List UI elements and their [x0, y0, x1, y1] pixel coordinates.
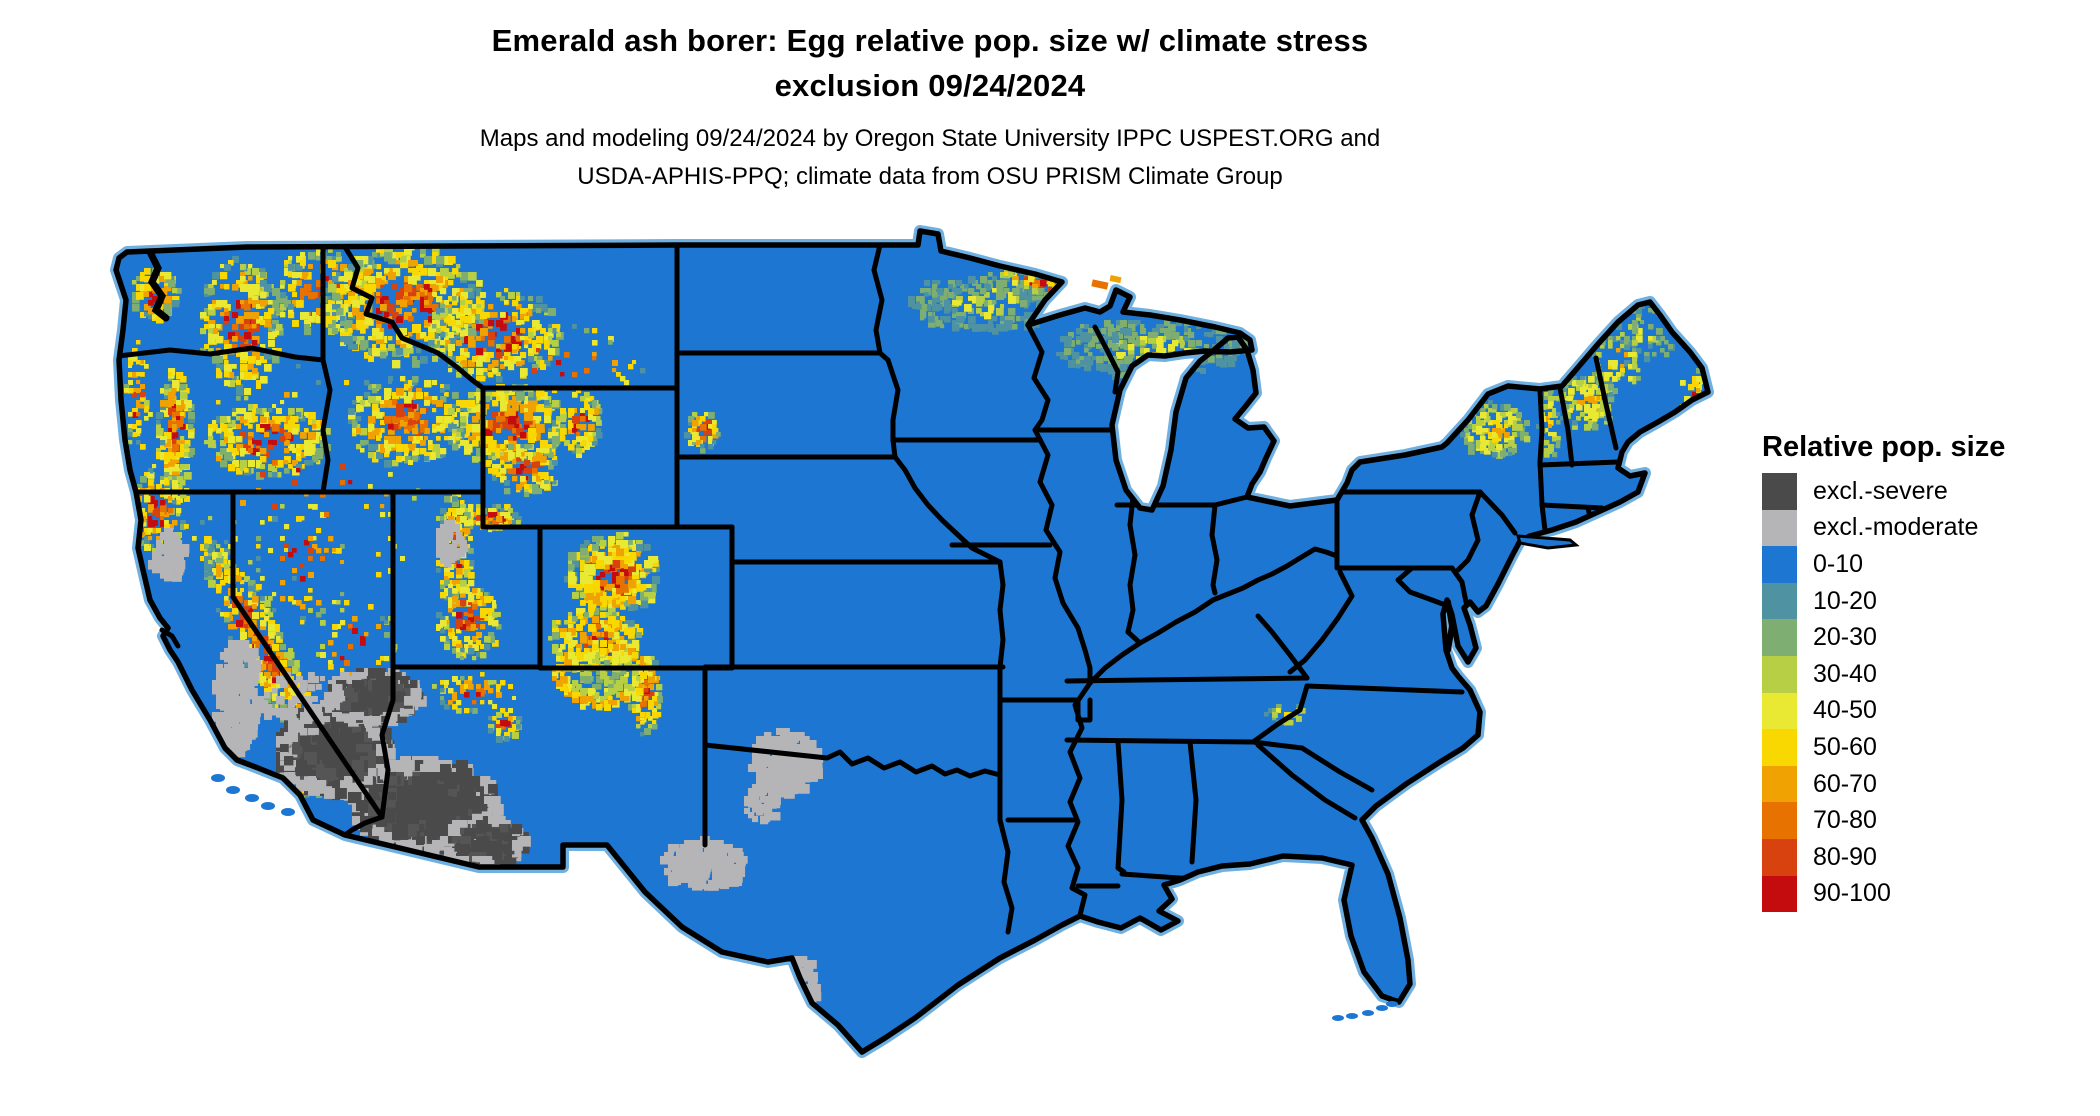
page-subtitle-line2: USDA-APHIS-PPQ; climate data from OSU PR… [577, 163, 1283, 190]
legend: Relative pop. size excl.-severe excl.-mod… [1762, 431, 2092, 913]
legend-swatch [1762, 619, 1797, 656]
legend-item: 0-10 [1762, 546, 2092, 583]
page-subtitle: Maps and modeling 09/24/2024 by Oregon S… [0, 120, 1860, 196]
legend-swatch [1762, 692, 1797, 730]
page-title: Emerald ash borer: Egg relative pop. siz… [0, 18, 1860, 108]
legend-item: 50-60 [1762, 729, 2092, 766]
legend-item: 20-30 [1762, 619, 2092, 656]
header: Emerald ash borer: Egg relative pop. siz… [0, 18, 1860, 196]
legend-item: 70-80 [1762, 802, 2092, 839]
legend-title: Relative pop. size [1762, 431, 2006, 463]
legend-label: 70-80 [1813, 806, 1877, 835]
legend-label: 50-60 [1813, 732, 1877, 761]
legend-items: excl.-severe excl.-moderate 0-10 10-20 20-30… [1762, 473, 2092, 913]
page-title-line2: exclusion 09/24/2024 [774, 68, 1086, 103]
legend-swatch [1762, 765, 1797, 803]
legend-label: excl.-moderate [1813, 513, 1979, 542]
legend-label: excl.-severe [1813, 476, 1948, 505]
legend-swatch [1762, 838, 1797, 876]
legend-swatch [1762, 546, 1797, 583]
legend-label: 0-10 [1813, 549, 1864, 578]
legend-swatch [1762, 802, 1797, 839]
legend-label: 90-100 [1813, 879, 1891, 908]
legend-item: 60-70 [1762, 765, 2092, 803]
legend-swatch [1762, 655, 1797, 693]
legend-label: 40-50 [1813, 696, 1877, 725]
legend-item: excl.-severe [1762, 473, 2092, 510]
page-title-line1: Emerald ash borer: Egg relative pop. siz… [491, 23, 1369, 58]
legend-item: 90-100 [1762, 875, 2092, 913]
legend-item: 10-20 [1762, 582, 2092, 620]
legend-label: 10-20 [1813, 586, 1877, 615]
legend-label: 20-30 [1813, 623, 1877, 652]
legend-label: 80-90 [1813, 842, 1877, 871]
legend-swatch [1762, 473, 1797, 510]
legend-item: 80-90 [1762, 838, 2092, 876]
legend-label: 60-70 [1813, 769, 1877, 798]
legend-item: 40-50 [1762, 692, 2092, 730]
legend-swatch [1762, 582, 1797, 620]
legend-swatch [1762, 509, 1797, 547]
legend-swatch [1762, 875, 1797, 913]
page-subtitle-line1: Maps and modeling 09/24/2024 by Oregon S… [479, 125, 1381, 152]
legend-swatch [1762, 729, 1797, 766]
legend-item: excl.-moderate [1762, 509, 2092, 547]
legend-label: 30-40 [1813, 659, 1877, 688]
legend-item: 30-40 [1762, 655, 2092, 693]
